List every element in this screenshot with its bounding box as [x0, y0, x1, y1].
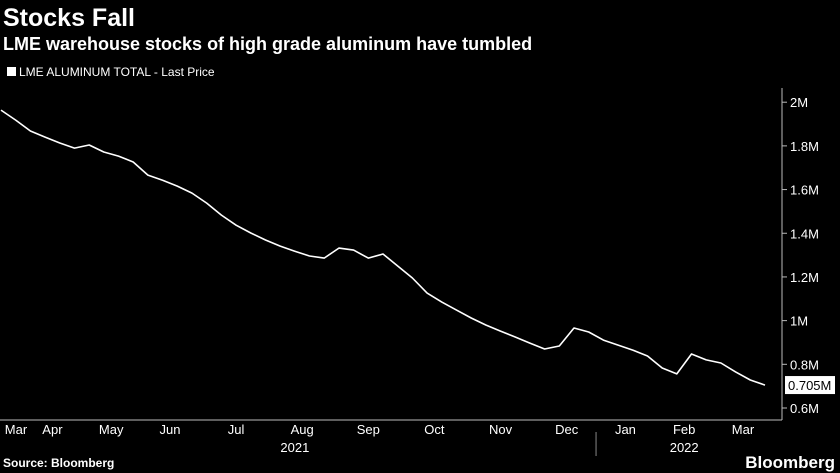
- x-tick-label: Feb: [673, 422, 695, 437]
- y-tick-label: 1.4M: [790, 226, 819, 241]
- x-tick-label: Apr: [42, 422, 63, 437]
- x-tick-label: Nov: [489, 422, 513, 437]
- x-tick-label: Oct: [424, 422, 445, 437]
- x-tick-label: Jul: [228, 422, 245, 437]
- x-tick-label: Jan: [615, 422, 636, 437]
- y-tick-label: 2M: [790, 95, 808, 110]
- source: Source: Bloomberg: [3, 456, 114, 470]
- x-tick-label: Aug: [291, 422, 314, 437]
- value-label: 0.705M: [788, 378, 831, 393]
- legend-swatch: [7, 67, 16, 76]
- brand: Bloomberg: [745, 453, 835, 472]
- line: [0, 109, 766, 386]
- y-tick-label: 1.8M: [790, 139, 819, 154]
- y-tick-label: 0.8M: [790, 357, 819, 372]
- y-tick-label: 0.6M: [790, 401, 819, 416]
- legend-label: LME ALUMINUM TOTAL - Last Price: [19, 65, 215, 79]
- x-tick-label: Dec: [555, 422, 579, 437]
- x-tick-label: Sep: [357, 422, 380, 437]
- y-tick-label: 1M: [790, 314, 808, 329]
- x-tick-label: Mar: [5, 422, 28, 437]
- x-tick-label: Jun: [159, 422, 180, 437]
- year-label: 2021: [280, 440, 309, 455]
- value-label-box: [785, 376, 835, 395]
- y-tick-label: 1.2M: [790, 270, 819, 285]
- year-label: 2022: [670, 440, 699, 455]
- chart-subtitle: LME warehouse stocks of high grade alumi…: [3, 34, 532, 54]
- x-tick-label: Mar: [732, 422, 755, 437]
- y-tick-label: 1.6M: [790, 183, 819, 198]
- chart-title: Stocks Fall: [3, 4, 135, 32]
- x-tick-label: May: [99, 422, 124, 437]
